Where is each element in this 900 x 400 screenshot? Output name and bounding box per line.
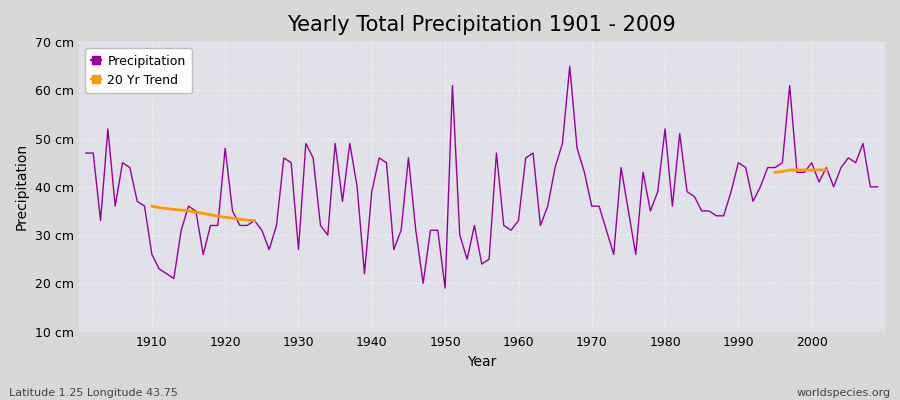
Text: worldspecies.org: worldspecies.org	[796, 388, 891, 398]
Legend: Precipitation, 20 Yr Trend: Precipitation, 20 Yr Trend	[85, 48, 192, 93]
Title: Yearly Total Precipitation 1901 - 2009: Yearly Total Precipitation 1901 - 2009	[287, 15, 676, 35]
X-axis label: Year: Year	[467, 355, 497, 369]
Y-axis label: Precipitation: Precipitation	[15, 143, 29, 230]
Text: Latitude 1.25 Longitude 43.75: Latitude 1.25 Longitude 43.75	[9, 388, 178, 398]
